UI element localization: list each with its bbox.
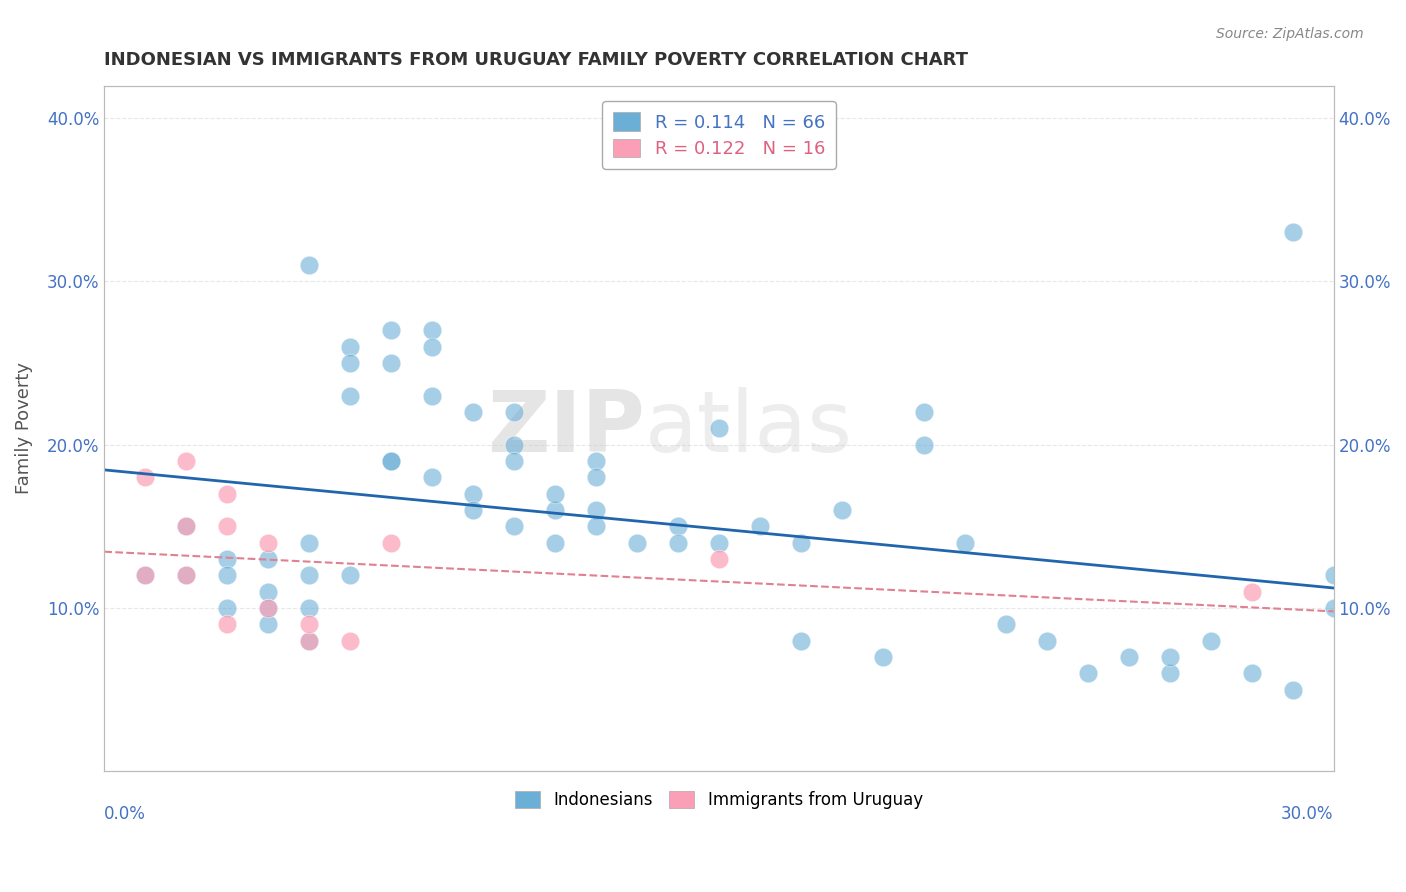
- Point: [339, 568, 361, 582]
- Point: [544, 535, 567, 549]
- Point: [380, 356, 402, 370]
- Point: [257, 552, 280, 566]
- Point: [790, 535, 813, 549]
- Point: [1323, 568, 1346, 582]
- Point: [174, 568, 197, 582]
- Point: [1036, 633, 1059, 648]
- Point: [1199, 633, 1222, 648]
- Point: [912, 437, 935, 451]
- Point: [748, 519, 770, 533]
- Point: [544, 486, 567, 500]
- Point: [953, 535, 976, 549]
- Point: [872, 649, 894, 664]
- Point: [585, 503, 607, 517]
- Point: [790, 633, 813, 648]
- Point: [994, 617, 1017, 632]
- Point: [544, 503, 567, 517]
- Text: INDONESIAN VS IMMIGRANTS FROM URUGUAY FAMILY POVERTY CORRELATION CHART: INDONESIAN VS IMMIGRANTS FROM URUGUAY FA…: [104, 51, 969, 69]
- Point: [666, 535, 689, 549]
- Legend: R = 0.114   N = 66, R = 0.122   N = 16: R = 0.114 N = 66, R = 0.122 N = 16: [602, 102, 835, 169]
- Point: [912, 405, 935, 419]
- Point: [1118, 649, 1140, 664]
- Point: [1159, 666, 1181, 681]
- Point: [420, 340, 443, 354]
- Point: [257, 535, 280, 549]
- Point: [298, 633, 321, 648]
- Point: [1281, 226, 1303, 240]
- Point: [707, 552, 730, 566]
- Point: [298, 633, 321, 648]
- Point: [503, 405, 526, 419]
- Point: [257, 584, 280, 599]
- Point: [380, 323, 402, 337]
- Point: [217, 600, 239, 615]
- Point: [1323, 600, 1346, 615]
- Point: [1240, 666, 1263, 681]
- Y-axis label: Family Poverty: Family Poverty: [15, 362, 32, 494]
- Point: [1077, 666, 1099, 681]
- Point: [503, 454, 526, 468]
- Point: [380, 535, 402, 549]
- Point: [461, 405, 484, 419]
- Point: [503, 519, 526, 533]
- Point: [420, 470, 443, 484]
- Point: [134, 568, 156, 582]
- Point: [298, 258, 321, 272]
- Point: [217, 486, 239, 500]
- Point: [217, 617, 239, 632]
- Point: [339, 389, 361, 403]
- Point: [626, 535, 648, 549]
- Point: [585, 470, 607, 484]
- Point: [339, 356, 361, 370]
- Point: [257, 617, 280, 632]
- Text: ZIP: ZIP: [488, 387, 645, 470]
- Point: [217, 568, 239, 582]
- Point: [298, 617, 321, 632]
- Point: [666, 519, 689, 533]
- Point: [298, 568, 321, 582]
- Point: [298, 535, 321, 549]
- Point: [585, 454, 607, 468]
- Point: [339, 340, 361, 354]
- Point: [831, 503, 853, 517]
- Point: [1240, 584, 1263, 599]
- Point: [134, 568, 156, 582]
- Point: [339, 633, 361, 648]
- Point: [380, 454, 402, 468]
- Point: [298, 600, 321, 615]
- Point: [257, 600, 280, 615]
- Point: [503, 437, 526, 451]
- Point: [1281, 682, 1303, 697]
- Point: [380, 454, 402, 468]
- Point: [257, 600, 280, 615]
- Point: [1159, 649, 1181, 664]
- Text: Source: ZipAtlas.com: Source: ZipAtlas.com: [1216, 27, 1364, 41]
- Point: [707, 421, 730, 435]
- Point: [420, 389, 443, 403]
- Point: [217, 519, 239, 533]
- Point: [217, 552, 239, 566]
- Point: [134, 470, 156, 484]
- Text: 0.0%: 0.0%: [104, 805, 146, 823]
- Point: [420, 323, 443, 337]
- Text: 30.0%: 30.0%: [1281, 805, 1334, 823]
- Point: [585, 519, 607, 533]
- Point: [174, 568, 197, 582]
- Point: [461, 503, 484, 517]
- Point: [174, 519, 197, 533]
- Point: [707, 535, 730, 549]
- Point: [174, 454, 197, 468]
- Text: atlas: atlas: [645, 387, 853, 470]
- Point: [461, 486, 484, 500]
- Point: [174, 519, 197, 533]
